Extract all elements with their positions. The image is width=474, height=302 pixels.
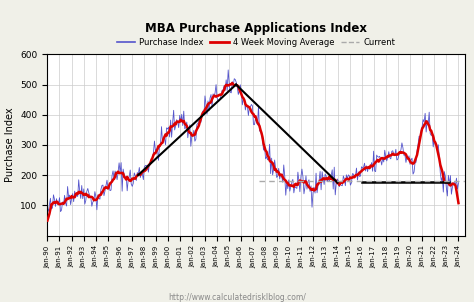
Legend: Purchase Index, 4 Week Moving Average, Current: Purchase Index, 4 Week Moving Average, C… (113, 35, 399, 51)
Y-axis label: Purchase Index: Purchase Index (5, 108, 15, 182)
Title: MBA Purchase Applications Index: MBA Purchase Applications Index (145, 22, 367, 35)
Text: http://www.calculatedrisklblog.com/: http://www.calculatedrisklblog.com/ (168, 294, 306, 302)
